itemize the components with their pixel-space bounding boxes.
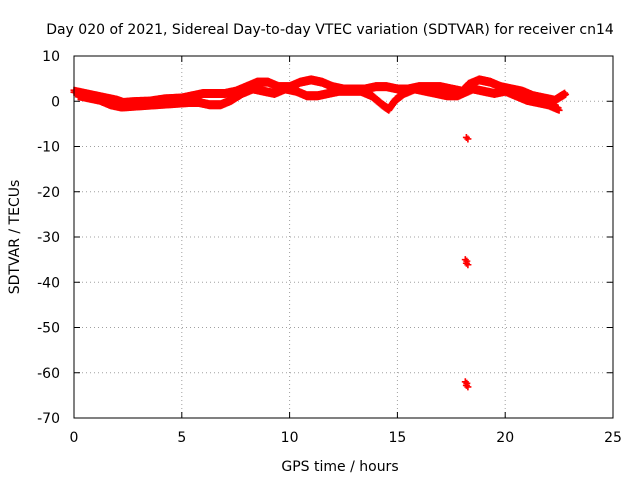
x-tick-label: 20 (496, 430, 514, 446)
x-tick-label: 15 (388, 430, 406, 446)
data-point (462, 259, 470, 267)
data-point (555, 106, 563, 114)
y-tick-label: -30 (37, 230, 60, 246)
data-point (464, 383, 472, 391)
y-tick-label: 10 (42, 49, 60, 65)
data-point (461, 256, 469, 264)
grid (74, 56, 613, 418)
data-marks (70, 75, 570, 391)
data-point (464, 261, 472, 269)
data-point (461, 378, 469, 386)
data-point (462, 381, 470, 389)
chart-title: Day 020 of 2021, Sidereal Day-to-day VTE… (46, 22, 614, 38)
x-tick-label: 25 (604, 430, 622, 446)
y-tick-label: -10 (37, 140, 60, 156)
y-tick-label: 0 (51, 94, 60, 110)
tick-labels: 0 5 10 15 20 25 -70 -60 -50 -40 -30 -20 -10 0 10 (37, 49, 622, 446)
y-tick-label: -20 (37, 185, 60, 201)
x-axis-label: GPS time / hours (281, 459, 398, 475)
series-group (461, 133, 472, 391)
y-tick-label: -50 (37, 321, 60, 337)
data-point (462, 133, 470, 141)
plot-frame (73, 55, 614, 419)
x-tick-label: 5 (177, 430, 186, 446)
y-tick-label: -60 (37, 366, 60, 382)
data-point (562, 90, 570, 98)
series-group (74, 84, 563, 114)
data-point (561, 89, 569, 97)
x-tick-label: 0 (70, 430, 79, 446)
data-point (464, 135, 472, 143)
x-tick-label: 10 (281, 430, 299, 446)
y-tick-label: -70 (37, 411, 60, 427)
y-axis-label: SDTVAR / TECUs (7, 180, 23, 295)
y-tick-label: -40 (37, 275, 60, 291)
